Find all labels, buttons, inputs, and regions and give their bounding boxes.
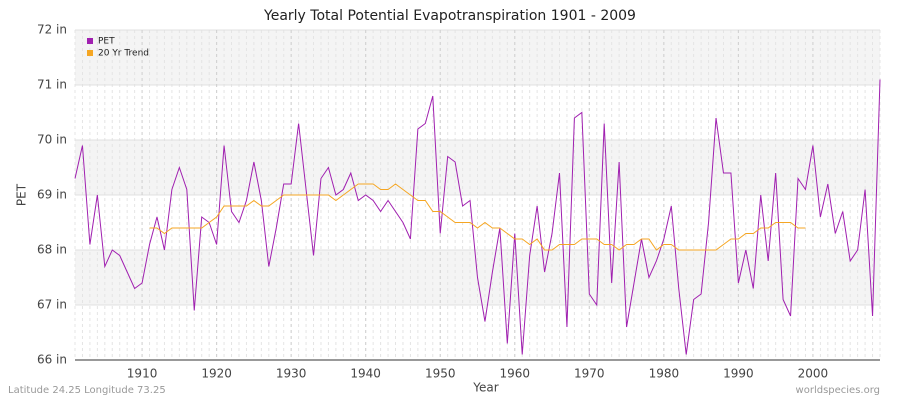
x-tick-label: 1910 [127, 367, 158, 381]
y-axis-label: PET [15, 183, 29, 206]
chart-title: Yearly Total Potential Evapotranspiratio… [263, 8, 636, 24]
grid-band [75, 30, 880, 85]
x-tick-label: 1920 [201, 367, 232, 381]
legend-label: 20 Yr Trend [98, 49, 149, 59]
x-tick-label: 1970 [574, 367, 605, 381]
x-tick-label: 1990 [723, 367, 754, 381]
y-tick-label: 69 in [37, 188, 67, 202]
x-tick-label: 2000 [798, 367, 829, 381]
data-line [149, 183, 806, 251]
x-tick-label: 1960 [499, 367, 530, 381]
y-tick-label: 71 in [37, 78, 67, 92]
grid-band [75, 140, 880, 195]
x-tick-label: 1930 [276, 367, 307, 381]
y-tick-label: 72 in [37, 23, 67, 37]
legend-label: PET [98, 37, 115, 47]
x-tick-label: 1980 [649, 367, 680, 381]
x-tick-label: 1950 [425, 367, 456, 381]
footer-left: Latitude 24.25 Longitude 73.25 [8, 385, 166, 396]
y-tick-label: 66 in [37, 353, 67, 367]
x-tick-label: 1940 [350, 367, 381, 381]
footer-right: worldspecies.org [796, 385, 880, 396]
legend-swatch [87, 38, 93, 44]
legend-swatch [87, 50, 93, 56]
y-tick-label: 67 in [37, 298, 67, 312]
x-axis-label: Year [472, 381, 498, 395]
y-tick-label: 70 in [37, 133, 67, 147]
y-tick-label: 68 in [37, 243, 67, 257]
